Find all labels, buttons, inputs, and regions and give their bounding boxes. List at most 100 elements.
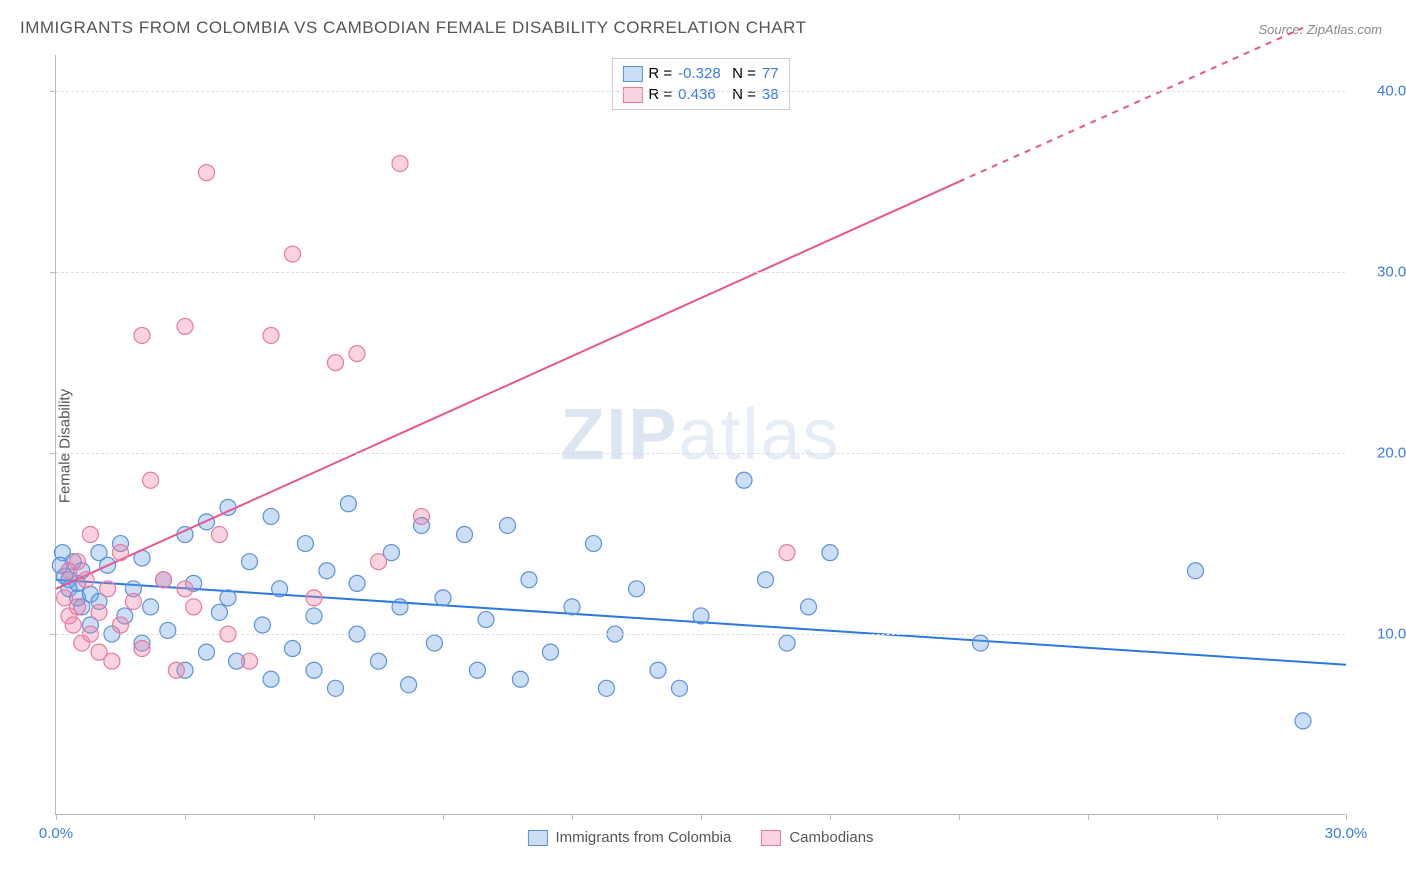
legend-item-colombia: Immigrants from Colombia bbox=[527, 829, 731, 846]
data-point bbox=[371, 554, 387, 570]
data-point bbox=[973, 635, 989, 651]
data-point bbox=[478, 612, 494, 628]
data-point bbox=[371, 653, 387, 669]
legend-label-cambodian: Cambodians bbox=[789, 829, 873, 846]
data-point bbox=[758, 572, 774, 588]
data-point bbox=[285, 641, 301, 657]
ytick-mark bbox=[50, 634, 56, 635]
data-point bbox=[91, 604, 107, 620]
r-label: R = bbox=[648, 65, 672, 82]
swatch-cambodian bbox=[622, 87, 642, 103]
source-credit: Source: ZipAtlas.com bbox=[1258, 22, 1382, 37]
legend-row-cambodian: R = 0.436 N = 38 bbox=[622, 84, 778, 105]
ytick-label: 10.0% bbox=[1347, 626, 1406, 643]
data-point bbox=[220, 590, 236, 606]
xtick-mark bbox=[56, 814, 57, 820]
xtick-mark bbox=[443, 814, 444, 820]
data-point bbox=[297, 536, 313, 552]
n-label: N = bbox=[732, 86, 756, 103]
data-point bbox=[521, 572, 537, 588]
xtick-mark bbox=[701, 814, 702, 820]
xtick-label: 0.0% bbox=[39, 825, 73, 842]
ytick-label: 40.0% bbox=[1347, 83, 1406, 100]
data-point bbox=[1188, 563, 1204, 579]
data-point bbox=[693, 608, 709, 624]
data-point bbox=[401, 677, 417, 693]
data-point bbox=[263, 327, 279, 343]
data-point bbox=[177, 581, 193, 597]
data-point bbox=[392, 156, 408, 172]
xtick-mark bbox=[314, 814, 315, 820]
data-point bbox=[392, 599, 408, 615]
data-point bbox=[113, 545, 129, 561]
data-point bbox=[469, 662, 485, 678]
data-point bbox=[104, 653, 120, 669]
data-point bbox=[306, 608, 322, 624]
data-point bbox=[512, 671, 528, 687]
ytick-mark bbox=[50, 91, 56, 92]
plot-area: ZIPatlas R = -0.328 N = 77 R = 0.436 N =… bbox=[55, 55, 1345, 815]
data-point bbox=[500, 517, 516, 533]
data-point bbox=[349, 346, 365, 362]
xtick-label: 30.0% bbox=[1325, 825, 1368, 842]
data-point bbox=[650, 662, 666, 678]
data-point bbox=[543, 644, 559, 660]
chart-container: IMMIGRANTS FROM COLOMBIA VS CAMBODIAN FE… bbox=[0, 0, 1406, 892]
data-point bbox=[340, 496, 356, 512]
data-point bbox=[629, 581, 645, 597]
legend-item-cambodian: Cambodians bbox=[761, 829, 873, 846]
data-point bbox=[168, 662, 184, 678]
data-point bbox=[586, 536, 602, 552]
data-point bbox=[457, 527, 473, 543]
data-point bbox=[1295, 713, 1311, 729]
gridline-h bbox=[56, 272, 1345, 273]
data-point bbox=[70, 554, 86, 570]
ytick-mark bbox=[50, 272, 56, 273]
data-point bbox=[263, 671, 279, 687]
data-point bbox=[254, 617, 270, 633]
r-value-colombia: -0.328 bbox=[678, 65, 726, 82]
series-legend: Immigrants from Colombia Cambodians bbox=[527, 829, 873, 846]
trend-line-dash bbox=[959, 28, 1303, 182]
data-point bbox=[801, 599, 817, 615]
data-point bbox=[414, 508, 430, 524]
ytick-label: 30.0% bbox=[1347, 264, 1406, 281]
gridline-h bbox=[56, 91, 1345, 92]
xtick-mark bbox=[185, 814, 186, 820]
xtick-mark bbox=[1217, 814, 1218, 820]
xtick-mark bbox=[830, 814, 831, 820]
n-value-colombia: 77 bbox=[762, 65, 779, 82]
data-point bbox=[211, 527, 227, 543]
r-label: R = bbox=[648, 86, 672, 103]
gridline-h bbox=[56, 453, 1345, 454]
data-point bbox=[143, 599, 159, 615]
data-point bbox=[306, 662, 322, 678]
data-point bbox=[319, 563, 335, 579]
data-point bbox=[125, 593, 141, 609]
legend-label-colombia: Immigrants from Colombia bbox=[555, 829, 731, 846]
data-point bbox=[134, 641, 150, 657]
data-point bbox=[143, 472, 159, 488]
ytick-mark bbox=[50, 453, 56, 454]
data-point bbox=[306, 590, 322, 606]
chart-title: IMMIGRANTS FROM COLOMBIA VS CAMBODIAN FE… bbox=[20, 18, 807, 38]
data-point bbox=[70, 599, 86, 615]
data-point bbox=[285, 246, 301, 262]
gridline-h bbox=[56, 634, 1345, 635]
data-point bbox=[134, 327, 150, 343]
data-point bbox=[736, 472, 752, 488]
data-point bbox=[78, 572, 94, 588]
data-point bbox=[82, 527, 98, 543]
r-value-cambodian: 0.436 bbox=[678, 86, 726, 103]
data-point bbox=[156, 572, 172, 588]
data-point bbox=[186, 599, 202, 615]
data-point bbox=[672, 680, 688, 696]
data-point bbox=[564, 599, 580, 615]
data-point bbox=[199, 165, 215, 181]
legend-row-colombia: R = -0.328 N = 77 bbox=[622, 63, 778, 84]
data-point bbox=[160, 622, 176, 638]
data-point bbox=[328, 355, 344, 371]
data-point bbox=[113, 617, 129, 633]
n-value-cambodian: 38 bbox=[762, 86, 779, 103]
correlation-legend: R = -0.328 N = 77 R = 0.436 N = 38 bbox=[611, 58, 789, 110]
